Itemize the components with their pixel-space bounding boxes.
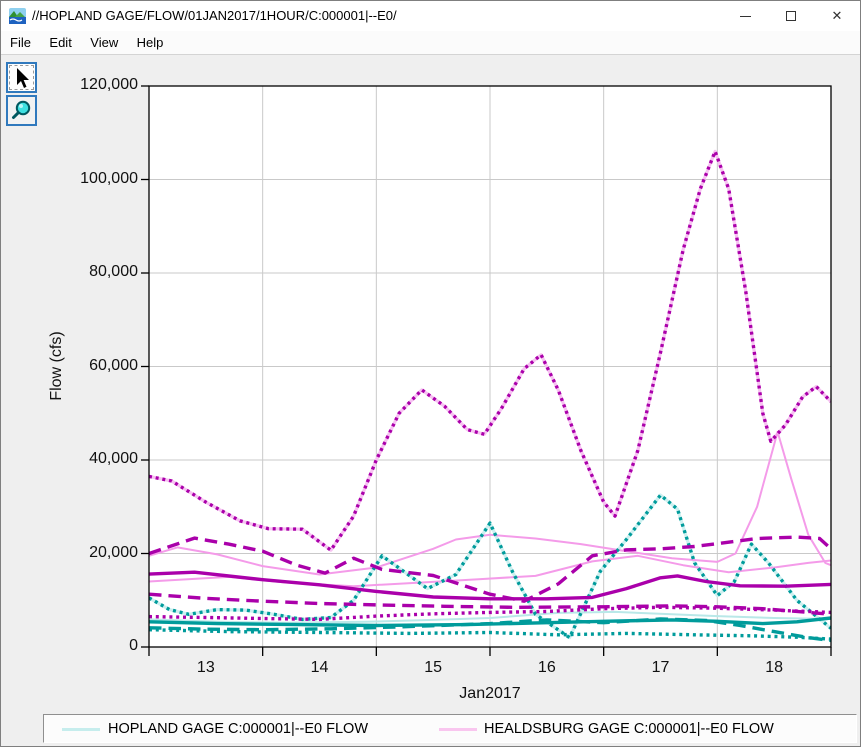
series-hopland-forecast-dashed — [149, 617, 831, 643]
y-tick-label: 20,000 — [89, 543, 138, 561]
zoom-tool-button[interactable] — [6, 95, 37, 126]
menu-bar: File Edit View Help — [1, 31, 860, 55]
y-axis-title: Flow (cfs) — [48, 331, 65, 401]
window-title: //HOPLAND GAGE/FLOW/01JAN2017/1HOUR/C:00… — [32, 8, 397, 23]
maximize-button[interactable] — [768, 1, 814, 31]
series-hopland-forecast-dotted-lo — [149, 628, 831, 641]
legend-swatch-hopland — [62, 728, 100, 731]
pointer-tool-button[interactable] — [6, 62, 37, 93]
series-healdsburg-forecast-dashed-lo — [149, 592, 831, 616]
x-tick-label: 16 — [537, 659, 556, 676]
title-bar[interactable]: //HOPLAND GAGE/FLOW/01JAN2017/1HOUR/C:00… — [1, 1, 860, 31]
series-healdsburg-forecast-dotted-hi — [149, 149, 831, 552]
cursor-arrow-icon — [17, 68, 29, 88]
minimize-button[interactable] — [722, 1, 768, 31]
series-healdsburg-forecast-dashed-hi — [149, 535, 831, 603]
app-icon — [9, 8, 26, 24]
close-icon: ✕ — [831, 8, 843, 23]
series-hopland-forecast-dotted-peaks — [149, 493, 831, 640]
menu-item-edit[interactable]: Edit — [49, 35, 72, 50]
x-tick-label: 17 — [651, 659, 670, 676]
y-tick-label: 0 — [129, 637, 138, 654]
series-hopland-forecast-solid — [149, 616, 831, 628]
legend-bar: HOPLAND GAGE C:000001|--E0 FLOW HEALDSBU… — [43, 714, 857, 743]
maximize-icon — [786, 11, 796, 21]
y-tick-label: 60,000 — [89, 356, 138, 374]
y-tick-label: 80,000 — [89, 263, 138, 280]
y-tick-label: 100,000 — [80, 169, 138, 187]
y-tick-label: 120,000 — [80, 76, 138, 93]
legend-label-healdsburg: HEALDSBURG GAGE C:000001|--E0 FLOW — [484, 721, 774, 737]
series-healdsburg-forecast-dotted-lo — [149, 605, 831, 622]
legend-label-hopland: HOPLAND GAGE C:000001|--E0 FLOW — [108, 721, 369, 737]
menu-item-file[interactable]: File — [10, 35, 31, 50]
x-tick-label: 13 — [196, 659, 215, 676]
x-axis-title: Jan2017 — [459, 685, 521, 702]
pointer-tool-focus-ring — [9, 65, 34, 90]
minimize-icon — [739, 16, 751, 17]
menu-item-view[interactable]: View — [90, 35, 119, 50]
menu-item-help[interactable]: Help — [136, 35, 164, 50]
series-healdsburg-observed — [149, 430, 831, 576]
x-tick-label: 14 — [310, 659, 329, 676]
series-hopland-observed — [149, 610, 831, 624]
close-button[interactable]: ✕ — [814, 1, 860, 31]
x-tick-label: 18 — [765, 659, 784, 676]
magnifier-icon — [12, 100, 31, 119]
legend-swatch-healdsburg — [439, 728, 477, 731]
x-tick-label: 15 — [424, 659, 443, 676]
series-healdsburg-forecast-solid — [149, 570, 831, 601]
y-tick-label: 40,000 — [89, 450, 138, 467]
